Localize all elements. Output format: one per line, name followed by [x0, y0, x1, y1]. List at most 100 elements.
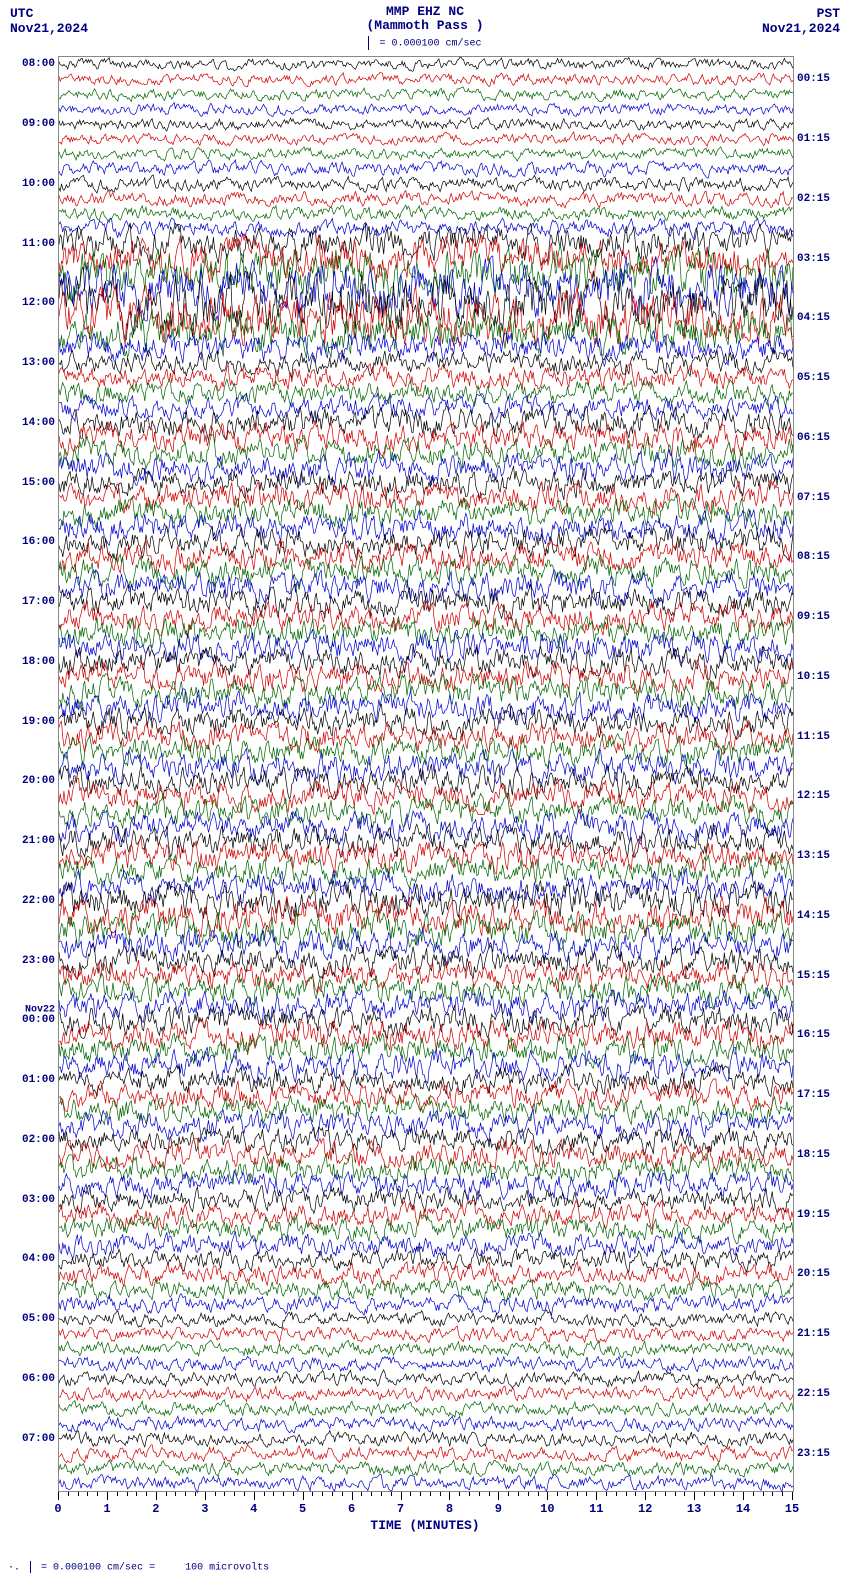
traces-svg: [59, 57, 793, 1491]
x-minor-tick: [127, 1492, 128, 1496]
x-minor-tick: [332, 1492, 333, 1496]
seismic-trace: [59, 896, 793, 938]
utc-hour-tick: 08:00: [22, 58, 55, 70]
seismic-trace: [59, 660, 793, 695]
x-tick-label: 7: [397, 1502, 404, 1516]
seismic-trace: [59, 394, 793, 423]
utc-hour-tick: 21:00: [22, 835, 55, 847]
seismic-trace: [59, 1033, 793, 1068]
utc-hour-tick: 11:00: [22, 238, 55, 250]
seismic-trace: [59, 554, 793, 590]
seismic-trace: [59, 1126, 793, 1156]
x-tick-label: 3: [201, 1502, 208, 1516]
x-minor-tick: [469, 1492, 470, 1496]
seismic-trace: [59, 256, 793, 321]
x-minor-tick: [567, 1492, 568, 1496]
x-minor-tick: [557, 1492, 558, 1496]
x-minor-tick: [684, 1492, 685, 1496]
seismic-trace: [59, 175, 793, 193]
seismic-trace: [59, 868, 793, 904]
x-tick-label: 4: [250, 1502, 257, 1516]
scale-label: = 0.000100 cm/sec: [0, 36, 850, 50]
utc-hour-tick: 17:00: [22, 596, 55, 608]
utc-hour-tick: 01:00: [22, 1074, 55, 1086]
x-tick-label: 2: [152, 1502, 159, 1516]
x-minor-tick: [293, 1492, 294, 1496]
utc-hour-tick: 03:00: [22, 1194, 55, 1206]
seismic-trace: [59, 1475, 793, 1493]
pst-hour-tick: 06:15: [797, 432, 830, 444]
seismic-trace: [59, 526, 793, 560]
seismic-trace: [59, 1079, 793, 1111]
x-minor-tick: [518, 1492, 519, 1496]
utc-hour-tick: 19:00: [22, 716, 55, 728]
seismic-trace: [59, 87, 793, 101]
seismic-trace: [59, 118, 793, 132]
pst-hour-tick: 13:15: [797, 850, 830, 862]
x-tick: [254, 1492, 255, 1500]
x-minor-tick: [78, 1492, 79, 1496]
seismic-trace: [59, 584, 793, 620]
x-minor-tick: [430, 1492, 431, 1496]
seismic-trace: [59, 1356, 793, 1373]
utc-hour-tick: 00:00: [22, 1014, 55, 1026]
helicorder-plot: 08:0009:0010:0011:0012:0013:0014:0015:00…: [58, 56, 794, 1492]
seismic-trace: [59, 286, 793, 347]
seismic-trace: [59, 600, 793, 635]
seismic-trace: [59, 1215, 793, 1244]
seismic-trace: [59, 689, 793, 725]
seismic-trace: [59, 1400, 793, 1418]
seismic-trace: [59, 234, 793, 284]
footer: ·. = 0.000100 cm/sec = 100 microvolts: [8, 1561, 269, 1574]
pst-hour-tick: 15:15: [797, 970, 830, 982]
x-tick-label: 6: [348, 1502, 355, 1516]
seismic-trace: [59, 1340, 793, 1358]
x-minor-tick: [489, 1492, 490, 1496]
seismic-trace: [59, 809, 793, 844]
footer-bar-icon: [30, 1561, 31, 1573]
x-tick: [498, 1492, 499, 1500]
x-tick: [352, 1492, 353, 1500]
x-minor-tick: [97, 1492, 98, 1496]
seismic-trace: [59, 218, 793, 240]
x-tick-label: 1: [103, 1502, 110, 1516]
utc-hour-tick: 12:00: [22, 297, 55, 309]
x-tick-label: 10: [540, 1502, 554, 1516]
utc-hour-tick: 23:00: [22, 955, 55, 967]
x-minor-tick: [234, 1492, 235, 1496]
seismic-trace: [59, 245, 793, 303]
seismic-trace: [59, 1185, 793, 1213]
x-minor-tick: [616, 1492, 617, 1496]
pst-hour-tick: 07:15: [797, 492, 830, 504]
utc-hour-tick: 16:00: [22, 536, 55, 548]
seismic-trace: [59, 132, 793, 146]
seismic-trace: [59, 616, 793, 648]
footer-scale-left: = 0.000100 cm/sec =: [41, 1563, 155, 1574]
utc-hour-tick: 05:00: [22, 1313, 55, 1325]
pst-hour-tick: 11:15: [797, 731, 830, 743]
x-minor-tick: [224, 1492, 225, 1496]
x-axis: TIME (MINUTES) 0123456789101112131415: [58, 1492, 792, 1532]
x-tick: [596, 1492, 597, 1500]
seismic-trace: [59, 1019, 793, 1053]
x-tick: [743, 1492, 744, 1500]
seismic-trace: [59, 909, 793, 951]
x-tick: [107, 1492, 108, 1500]
x-tick: [449, 1492, 450, 1500]
seismic-trace: [59, 1294, 793, 1315]
utc-hour-tick: 02:00: [22, 1134, 55, 1146]
seismic-trace: [59, 480, 793, 515]
x-minor-tick: [68, 1492, 69, 1496]
x-tick: [547, 1492, 548, 1500]
x-minor-tick: [479, 1492, 480, 1496]
x-minor-tick: [312, 1492, 313, 1496]
seismic-trace: [59, 570, 793, 605]
seismic-trace: [59, 1386, 793, 1402]
seismic-trace: [59, 223, 793, 265]
seismic-trace: [59, 1445, 793, 1463]
x-minor-tick: [763, 1492, 764, 1496]
pst-hour-tick: 00:15: [797, 73, 830, 85]
seismic-trace: [59, 405, 793, 440]
x-tick: [792, 1492, 793, 1500]
seismic-trace: [59, 1326, 793, 1343]
